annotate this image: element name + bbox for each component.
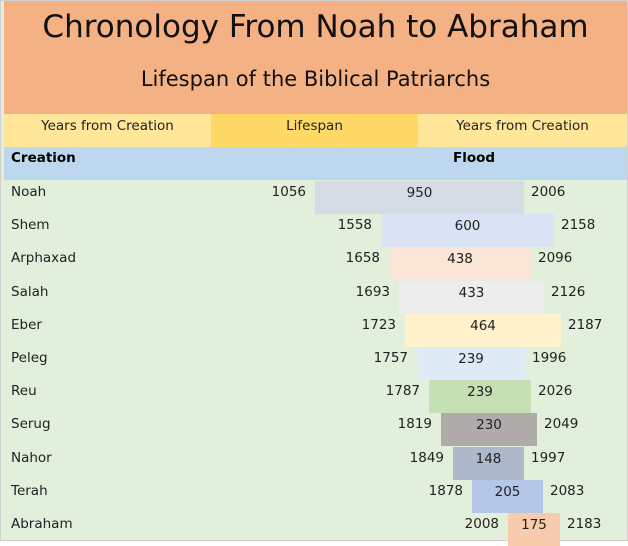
- lifespan-bar: 148: [453, 446, 524, 480]
- table-row: Arphaxad 1658 438 2096: [4, 247, 627, 281]
- lifespan-value: 148: [475, 450, 502, 467]
- lifespan-bar: 175: [508, 513, 560, 546]
- table-row: Serug 1819 230 2049: [4, 413, 627, 447]
- patriarch-name: Noah: [11, 184, 47, 200]
- lifespan-bar: 239: [417, 347, 525, 380]
- end-year: 2026: [538, 383, 573, 400]
- patriarch-name: Abraham: [11, 516, 73, 532]
- start-year: 1056: [271, 184, 306, 200]
- end-year: 1996: [532, 350, 567, 366]
- start-year: 1757: [373, 350, 408, 366]
- column-header-end: Years from Creation: [418, 114, 627, 147]
- end-year: 2183: [567, 516, 602, 532]
- column-header-start: Years from Creation: [4, 114, 211, 147]
- lifespan-value: 438: [447, 251, 473, 268]
- lifespan-value: 600: [454, 218, 481, 235]
- table-row: Peleg 1757 239 1996: [4, 347, 627, 380]
- lifespan-value: 950: [406, 185, 433, 201]
- start-year: 1819: [397, 416, 432, 433]
- era-band: Creation Flood: [4, 147, 627, 180]
- lifespan-bar: 950: [315, 181, 524, 214]
- lifespan-value: 464: [470, 317, 496, 334]
- table-row: Shem 1558 600 2158: [4, 214, 627, 248]
- end-year: 2049: [544, 416, 579, 433]
- end-year: 2083: [550, 482, 585, 499]
- header: Chronology From Noah to Abraham Lifespan…: [4, 1, 627, 114]
- start-year: 1723: [361, 316, 396, 333]
- lifespan-value: 230: [476, 417, 502, 434]
- table-row: Abraham 2008 175 2183: [4, 513, 627, 546]
- start-year: 1878: [428, 482, 463, 499]
- end-year: 2187: [568, 316, 603, 333]
- lifespan-value: 239: [467, 384, 493, 401]
- end-year: 2126: [551, 283, 586, 300]
- lifespan-bar: 205: [472, 479, 543, 513]
- patriarch-name: Salah: [11, 283, 49, 300]
- lifespan-bar: 230: [441, 413, 537, 447]
- table-row: Terah 1878 205 2083: [4, 479, 627, 513]
- start-year: 1849: [409, 449, 444, 466]
- table-row: Salah 1693 433 2126: [4, 280, 627, 314]
- lifespan-bar: 600: [381, 214, 554, 248]
- lifespan-value: 433: [458, 284, 485, 301]
- table-row: Noah 1056 950 2006: [4, 181, 627, 214]
- patriarch-name: Nahor: [11, 449, 52, 466]
- flood-label: Flood: [453, 150, 496, 166]
- end-year: 1997: [531, 449, 566, 466]
- lifespan-value: 175: [521, 517, 547, 533]
- lifespan-value: 205: [494, 483, 521, 500]
- patriarch-name: Terah: [11, 482, 48, 499]
- start-year: 2008: [464, 516, 499, 532]
- patriarch-name: Eber: [11, 316, 42, 333]
- table-row: Reu 1787 239 2026: [4, 380, 627, 414]
- patriarch-name: Serug: [11, 416, 51, 433]
- patriarch-name: Shem: [11, 217, 50, 234]
- start-year: 1558: [337, 217, 372, 234]
- page-title: Chronology From Noah to Abraham: [42, 9, 589, 45]
- patriarch-name: Arphaxad: [11, 250, 77, 267]
- start-year: 1693: [355, 283, 390, 300]
- lifespan-bar: 433: [399, 280, 544, 314]
- column-header-lifespan: Lifespan: [211, 114, 418, 147]
- patriarch-name: Reu: [11, 383, 37, 400]
- creation-label: Creation: [11, 150, 76, 166]
- end-year: 2158: [561, 217, 596, 234]
- page-subtitle: Lifespan of the Biblical Patriarchs: [140, 67, 491, 91]
- end-year: 2096: [538, 250, 573, 267]
- start-year: 1787: [385, 383, 420, 400]
- lifespan-bar: 438: [389, 247, 531, 281]
- end-year: 2006: [531, 184, 566, 200]
- table-row: Eber 1723 464 2187: [4, 313, 627, 347]
- patriarch-name: Peleg: [11, 350, 48, 366]
- table-row: Nahor 1849 148 1997: [4, 446, 627, 480]
- lifespan-bar: 464: [405, 313, 561, 347]
- start-year: 1658: [345, 250, 380, 267]
- lifespan-bar: 239: [429, 380, 531, 414]
- lifespan-value: 239: [458, 351, 484, 367]
